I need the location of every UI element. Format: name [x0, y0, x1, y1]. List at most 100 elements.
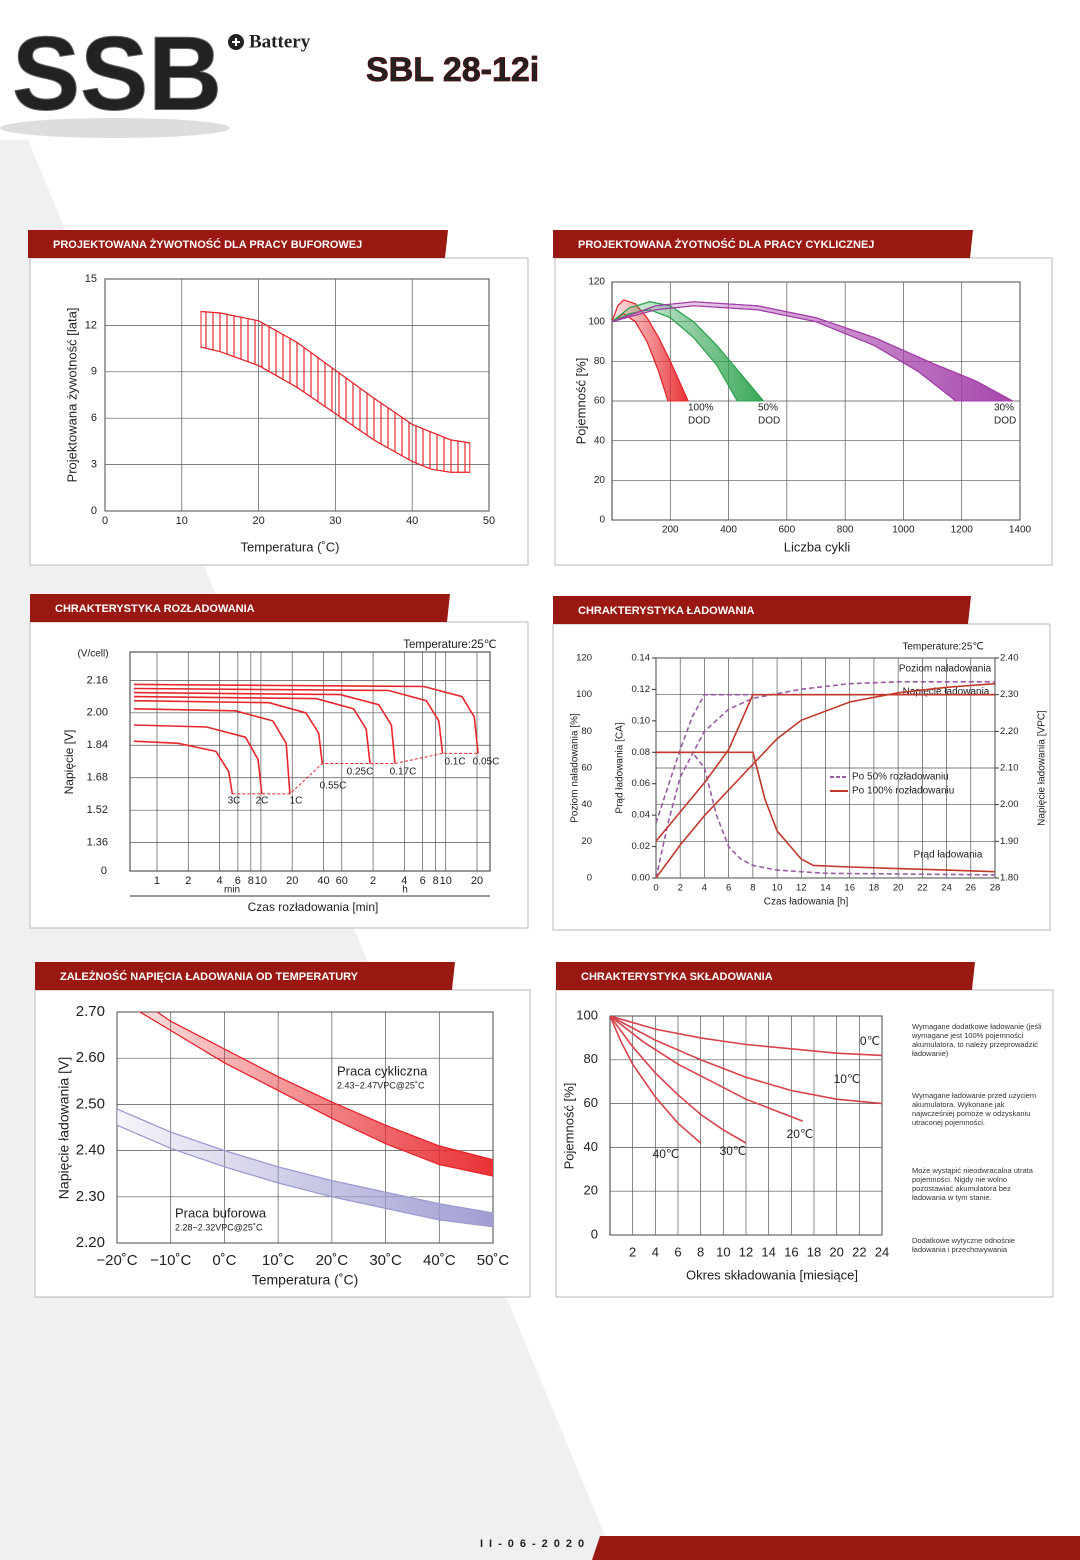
series-label: 40℃ — [653, 1147, 680, 1161]
x-tick-label: 16 — [784, 1244, 798, 1259]
y-tick-label: 0.04 — [632, 810, 651, 821]
logo-shadow — [0, 118, 230, 138]
x-unit-label: min — [224, 885, 240, 896]
x-tick-label: 30˚C — [369, 1252, 402, 1269]
y-axis-label: Napięcie ładowania [VPC] — [1037, 710, 1048, 826]
y-tick-label: 100 — [576, 1007, 598, 1022]
y-axis-label: Napięcie [V] — [62, 730, 76, 795]
x-tick-label: 8 — [697, 1244, 704, 1259]
series-note: 2.43~2.47VPC@25˚C — [337, 1080, 425, 1090]
y-axis-label: Pojemność [%] — [561, 1083, 576, 1170]
band-lower — [117, 1124, 493, 1228]
series-label: 0.25C — [347, 767, 374, 778]
series-label: 3C — [228, 796, 241, 807]
y-tick-label: 2.00 — [87, 707, 108, 719]
x-tick-label: 1000 — [892, 525, 915, 536]
x-tick-label: 40 — [317, 875, 329, 887]
end-voltage-line — [232, 752, 479, 795]
x-tick-label: 1200 — [951, 525, 974, 536]
x-tick-label: 1400 — [1009, 525, 1032, 536]
y-tick-label: 2.20 — [76, 1234, 105, 1251]
series-label: Praca cykliczna — [337, 1063, 428, 1078]
y-tick-label: 0.06 — [632, 778, 651, 789]
series-label: 0.55C — [320, 781, 347, 792]
plot-layer — [612, 299, 1013, 402]
panel-title: CHRAKTERYSTYKA SKŁADOWANIA — [581, 971, 773, 983]
x-tick-label: 2 — [370, 875, 376, 887]
y-axis-label: Napięcie ładowania [V] — [56, 1057, 72, 1199]
series-label: 0.05C — [473, 757, 500, 768]
panel-title: CHRAKTERYSTYKA ŁADOWANIA — [578, 605, 754, 617]
y-tick-label: 60 — [584, 1095, 598, 1110]
plot-layer — [200, 310, 471, 473]
x-tick-label: 40 — [406, 515, 418, 527]
x-tick-label: 40˚C — [423, 1252, 456, 1269]
x-axis-label: Temperatura (˚C) — [252, 1272, 359, 1288]
series-note: DOD — [688, 416, 710, 427]
zone-note: Dodatkowe wytyczne odnośnie ładowania i … — [912, 1236, 1015, 1254]
series-note: 2.28~2.32VPC@25˚C — [175, 1222, 263, 1232]
panel-tab — [556, 962, 975, 990]
series-label: 1C — [290, 796, 303, 807]
x-tick-label: 20 — [471, 875, 483, 887]
y-tick-label: 2.00 — [1000, 799, 1019, 810]
y-tick-label: 60 — [581, 763, 592, 774]
band-upper — [200, 310, 470, 444]
y-tick-label: 20 — [584, 1183, 598, 1198]
x-tick-label: 50˚C — [477, 1252, 510, 1269]
plot-layer — [610, 1016, 882, 1144]
series-line — [656, 751, 995, 876]
y-tick-label: 1.90 — [1000, 836, 1019, 847]
x-tick-label: 20 — [252, 515, 264, 527]
band-upper — [117, 1108, 493, 1214]
y-tick-label: 15 — [85, 273, 97, 285]
series-line — [133, 683, 479, 754]
logo-plus-sign — [232, 38, 240, 46]
x-tick-label: 26 — [965, 883, 976, 894]
y-tick-label: 0.10 — [632, 715, 651, 726]
y-tick-label: 1.68 — [87, 772, 108, 784]
x-tick-label: 600 — [779, 525, 796, 536]
panel-tab — [28, 230, 448, 258]
x-tick-label: 50 — [483, 515, 495, 527]
series-line — [610, 1016, 747, 1144]
origin-label: 0 — [101, 865, 107, 877]
y-unit-label: (V/cell) — [77, 649, 108, 660]
x-tick-label: 800 — [837, 525, 854, 536]
y-tick-label: 60 — [594, 396, 606, 407]
y-tick-label: 0.08 — [632, 747, 651, 758]
band-upper — [612, 301, 1013, 402]
band-lower — [138, 1012, 493, 1177]
y-axis-label: Prąd ładowania [CA] — [615, 722, 626, 813]
panel-title: ZALEŻNOŚĆ NAPIĘCIA ŁADOWANIA OD TEMPERAT… — [60, 970, 359, 983]
plot-layer — [117, 1012, 493, 1228]
x-tick-label: 8 — [248, 875, 254, 887]
series-line — [133, 687, 444, 754]
x-axis-label: Okres składowania [miesiące] — [686, 1267, 858, 1282]
y-tick-label: 100 — [576, 689, 592, 700]
plot-layer — [133, 683, 479, 795]
x-tick-label: 60 — [336, 875, 348, 887]
legend-label: Po 100% rozładowaniu — [852, 786, 954, 797]
x-tick-label: 8 — [750, 883, 755, 894]
x-tick-label: 10 — [716, 1244, 730, 1259]
x-tick-label: 2 — [185, 875, 191, 887]
legend-label: Po 50% rozładowaniu — [852, 772, 949, 783]
y-tick-label: 12 — [85, 319, 97, 331]
y-tick-label: 1.80 — [1000, 873, 1019, 884]
x-tick-label: 2 — [629, 1244, 636, 1259]
y-tick-label: 2.60 — [76, 1049, 105, 1066]
x-tick-label: 400 — [720, 525, 737, 536]
series-label: 20℃ — [787, 1127, 814, 1141]
x-tick-label: 4 — [216, 875, 222, 887]
logo-brand: SSB — [12, 16, 222, 133]
x-tick-label: 6 — [674, 1244, 681, 1259]
y-tick-label: 20 — [581, 836, 592, 847]
y-tick-label: 1.36 — [87, 837, 108, 849]
panel-tab — [553, 596, 971, 624]
y-tick-label: 2.70 — [76, 1003, 105, 1020]
series-line — [610, 1016, 702, 1144]
y-tick-label: 2.50 — [76, 1095, 105, 1112]
